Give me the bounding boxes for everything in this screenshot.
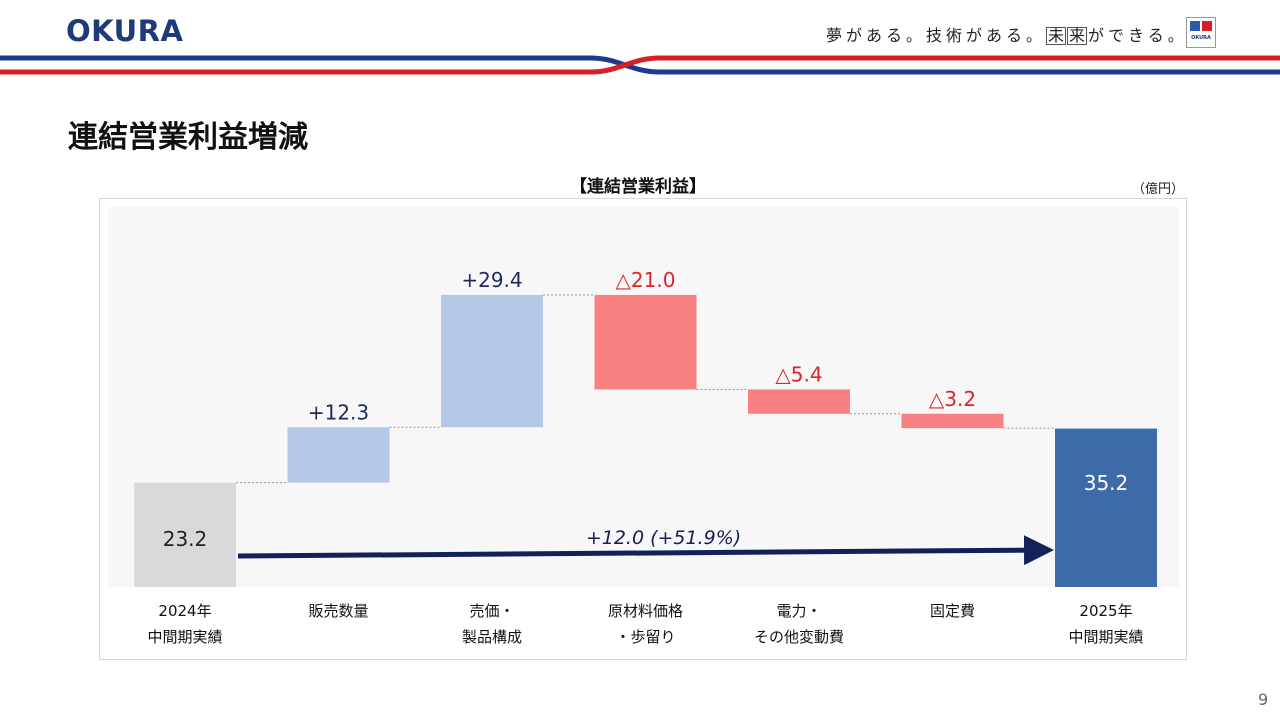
slogan-box-1: 未 xyxy=(1046,26,1067,45)
data-label-6: △3.2 xyxy=(929,387,976,411)
category-label-line1: 2025年 xyxy=(1079,602,1133,620)
category-label-7: 2025年中間期実績 xyxy=(1036,598,1176,650)
category-label-6: 固定費 xyxy=(883,598,1023,624)
change-arrow xyxy=(237,535,1054,566)
header-stripes xyxy=(0,55,1280,75)
data-label-1: 23.2 xyxy=(163,527,208,551)
data-label-2: +12.3 xyxy=(308,400,369,424)
category-label-5: 電力・ その他変動費 xyxy=(729,598,869,650)
data-label-7: 35.2 xyxy=(1084,471,1129,495)
red-stripe xyxy=(0,55,1280,75)
data-label-4: △21.0 xyxy=(616,268,676,292)
bar-3 xyxy=(441,294,543,428)
corner-logo-blue-square xyxy=(1190,21,1200,31)
bar-1 xyxy=(134,482,236,587)
category-label-line2: 製品構成 xyxy=(461,628,522,646)
page-number: 9 xyxy=(1258,690,1269,709)
category-label-line2: ・歩留り xyxy=(615,628,676,646)
chart-title: 【連結営業利益】 xyxy=(570,177,706,197)
bar-7 xyxy=(1055,428,1157,587)
slogan-text-2: ができる。 xyxy=(1088,26,1188,45)
plot-area xyxy=(108,207,1179,587)
category-label-3: 売価・ 製品構成 xyxy=(422,598,562,650)
category-label-line1: 売価・ xyxy=(469,602,515,620)
category-label-4: 原材料価格 ・歩留り xyxy=(576,598,716,650)
category-label-line2: その他変動費 xyxy=(753,628,844,646)
category-label-line1: 固定費 xyxy=(929,602,975,620)
category-label-line2: 中間期実績 xyxy=(147,628,223,646)
corner-logo-red-square xyxy=(1202,21,1212,31)
corner-logo-text: OKURA xyxy=(1191,35,1211,41)
corner-logo-icon: OKURA xyxy=(1186,17,1216,48)
slogan-text-1: 夢がある。技術がある。 xyxy=(826,26,1047,45)
bar-6 xyxy=(901,413,1004,429)
slogan-box-2: 来 xyxy=(1067,26,1088,45)
data-label-5: △5.4 xyxy=(775,362,822,386)
bar-4 xyxy=(594,294,697,390)
category-label-2: 販売数量 xyxy=(269,598,409,624)
page-title: 連結営業利益増減 xyxy=(68,120,308,155)
category-label-1: 2024年中間期実績 xyxy=(115,598,255,650)
category-label-line1: 販売数量 xyxy=(308,602,369,620)
slogan: 夢がある。技術がある。未来ができる。 xyxy=(826,22,1188,46)
chart-unit: （億円） xyxy=(1132,182,1185,197)
data-label-3: +29.4 xyxy=(461,268,522,292)
category-label-line1: 電力・ xyxy=(776,602,822,620)
change-annotation-label: +12.0 (+51.9%) xyxy=(586,527,741,549)
category-label-line1: 原材料価格 xyxy=(607,602,683,620)
bar-2 xyxy=(287,427,390,483)
category-label-line2: 中間期実績 xyxy=(1068,628,1144,646)
category-label-line1: 2024年 xyxy=(158,602,212,620)
okura-logo: OKURA xyxy=(66,14,184,48)
bar-5 xyxy=(748,389,850,414)
